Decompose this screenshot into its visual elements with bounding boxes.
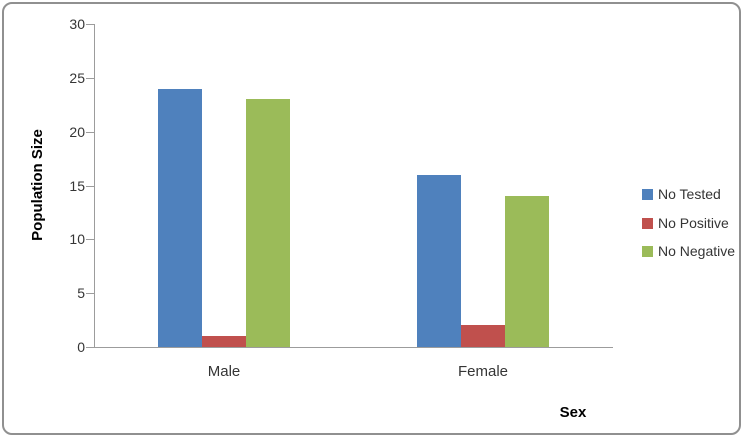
- y-tick-label: 15: [69, 178, 85, 194]
- legend-label: No Negative: [658, 243, 736, 259]
- x-category-label: Female: [457, 363, 509, 380]
- y-tick-label: 10: [69, 231, 85, 247]
- y-axis-line: [94, 24, 95, 347]
- y-tick-mark: [86, 24, 94, 25]
- y-tick-mark: [86, 293, 94, 294]
- x-category-label: Male: [207, 363, 241, 380]
- bar-male-no-positive: [202, 336, 246, 347]
- legend-swatch-no-negative: [642, 245, 653, 257]
- legend-swatch-no-tested: [642, 188, 653, 200]
- y-tick-mark: [86, 78, 94, 79]
- legend-label: No Tested: [658, 186, 721, 202]
- legend-swatch-no-positive: [642, 217, 653, 229]
- legend-item: No Negative: [642, 244, 735, 258]
- y-tick-mark: [86, 347, 94, 348]
- legend-item: No Positive: [642, 216, 729, 230]
- bar-male-no-tested: [158, 89, 202, 347]
- x-axis-line: [94, 347, 613, 348]
- y-tick-mark: [86, 186, 94, 187]
- bar-female-no-negative: [505, 196, 549, 347]
- legend-item: No Tested: [642, 187, 721, 201]
- bar-female-no-positive: [461, 325, 505, 347]
- bar-male-no-negative: [246, 99, 290, 347]
- y-tick-mark: [86, 132, 94, 133]
- y-axis-title: Population Size: [29, 129, 46, 241]
- chart-border: [2, 2, 741, 435]
- legend-label: No Positive: [658, 215, 729, 231]
- y-tick-label: 0: [77, 339, 85, 355]
- bar-female-no-tested: [417, 175, 461, 347]
- y-tick-label: 25: [69, 70, 85, 86]
- y-tick-label: 5: [77, 285, 85, 301]
- x-axis-title: Sex: [559, 404, 587, 421]
- y-tick-mark: [86, 239, 94, 240]
- y-tick-label: 30: [69, 16, 85, 32]
- y-tick-label: 20: [69, 124, 85, 140]
